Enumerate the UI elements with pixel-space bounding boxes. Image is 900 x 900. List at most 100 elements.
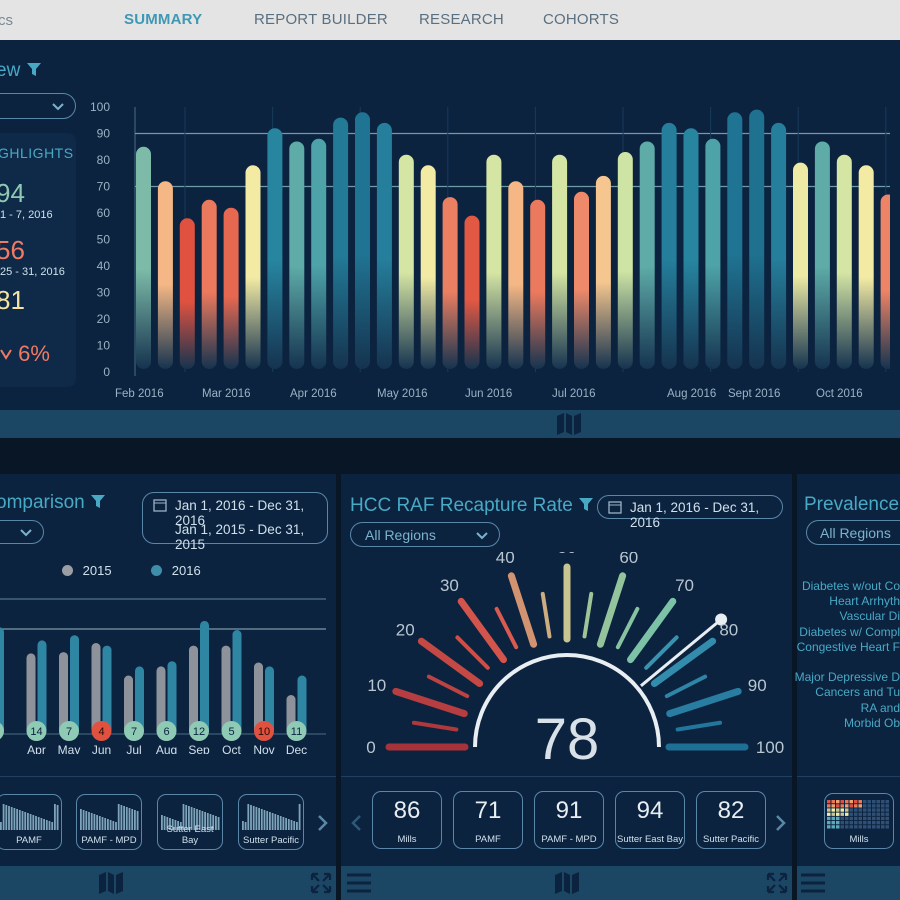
bar-2016[interactable] bbox=[102, 645, 112, 734]
prevalence-item[interactable]: Diabetes w/ Compl bbox=[799, 624, 900, 639]
hcc-card-sutter-east-bay[interactable]: 94 Sutter East Bay bbox=[615, 791, 685, 849]
overview-bar[interactable] bbox=[486, 154, 502, 369]
overview-bar[interactable] bbox=[245, 165, 261, 369]
overview-bar[interactable] bbox=[223, 207, 239, 369]
tab-research[interactable]: RESEARCH bbox=[419, 11, 504, 28]
hcc-date-range[interactable]: Jan 1, 2016 - Dec 31, 2016 bbox=[597, 495, 783, 530]
overview-bar[interactable] bbox=[420, 165, 436, 369]
overview-bar[interactable] bbox=[814, 141, 830, 369]
overview-bar[interactable] bbox=[858, 165, 874, 369]
hcc-card-sutter-pacific[interactable]: 82 Sutter Pacific bbox=[696, 791, 766, 849]
comparison-mini-sutter-east-bay[interactable]: Sutter East Bay bbox=[157, 794, 223, 850]
filter-icon[interactable] bbox=[90, 494, 106, 509]
y-tick-label: 80 bbox=[97, 153, 111, 167]
bar-2016[interactable] bbox=[37, 640, 47, 734]
overview-bar[interactable] bbox=[179, 218, 195, 369]
tab-report-builder[interactable]: REPORT BUILDER bbox=[254, 11, 388, 28]
overview-bar[interactable] bbox=[639, 141, 655, 369]
bar-2016[interactable] bbox=[265, 666, 274, 734]
heat-cell bbox=[863, 808, 867, 812]
bar-2015[interactable] bbox=[156, 666, 166, 734]
overview-bar[interactable] bbox=[617, 152, 633, 369]
bar-2016[interactable] bbox=[167, 661, 177, 734]
comparison-mini-pamf[interactable]: PAMF bbox=[0, 794, 62, 850]
prevalence-mini-mills[interactable]: Mills bbox=[824, 793, 894, 849]
bar-2016[interactable] bbox=[200, 620, 209, 734]
overview-bar[interactable] bbox=[530, 199, 546, 369]
overview-bar[interactable] bbox=[464, 215, 480, 369]
bar-2015[interactable] bbox=[124, 675, 133, 735]
tab-summary[interactable]: SUMMARY bbox=[124, 11, 203, 28]
hcc-region-select[interactable]: All Regions bbox=[350, 522, 500, 547]
overview-bar[interactable] bbox=[376, 122, 392, 370]
overview-bar[interactable] bbox=[311, 138, 327, 369]
comparison-date-range[interactable]: Jan 1, 2016 - Dec 31, 2016 Jan 1, 2015 -… bbox=[142, 492, 328, 552]
bar-2015[interactable] bbox=[59, 652, 68, 734]
overview-bar[interactable] bbox=[442, 197, 458, 369]
chevron-right-icon[interactable] bbox=[775, 814, 787, 832]
bar-2015[interactable] bbox=[189, 645, 198, 734]
bar-2016[interactable] bbox=[0, 627, 4, 734]
bar-2015[interactable] bbox=[221, 645, 231, 734]
overview-bar[interactable] bbox=[727, 112, 743, 370]
overview-bar[interactable] bbox=[398, 154, 414, 369]
prevalence-item[interactable]: RA and bbox=[860, 700, 900, 715]
prevalence-item[interactable]: Cancers and Tu bbox=[815, 685, 900, 700]
overview-bar[interactable] bbox=[201, 199, 217, 369]
comparison-mini-pamf-mpd[interactable]: PAMF - MPD bbox=[76, 794, 142, 850]
menu-icon[interactable] bbox=[800, 872, 826, 894]
tab-cohorts[interactable]: COHORTS bbox=[543, 11, 620, 28]
hcc-card-mills[interactable]: 86 Mills bbox=[372, 791, 442, 849]
overview-bar[interactable] bbox=[355, 112, 370, 370]
filter-icon[interactable] bbox=[578, 497, 594, 512]
prevalence-item[interactable]: Morbid Ob bbox=[843, 715, 900, 730]
prevalence-item[interactable]: Major Depressive D bbox=[794, 670, 900, 685]
overview-bar[interactable] bbox=[749, 109, 765, 370]
heat-cell bbox=[854, 800, 858, 804]
hcc-card-pamf-mpd[interactable]: 91 PAMF - MPD bbox=[534, 791, 604, 849]
bar-2015[interactable] bbox=[26, 653, 36, 734]
prevalence-item[interactable]: Vascular Di bbox=[839, 609, 900, 624]
bar-2016[interactable] bbox=[232, 630, 242, 734]
map-icon[interactable] bbox=[98, 871, 124, 895]
bar-2015[interactable] bbox=[91, 643, 101, 734]
overview-bar[interactable] bbox=[661, 122, 677, 370]
overview-filter-select[interactable] bbox=[0, 93, 76, 119]
overview-bar[interactable] bbox=[574, 191, 589, 369]
overview-bar[interactable] bbox=[289, 141, 305, 369]
overview-bar[interactable] bbox=[771, 122, 787, 370]
chevron-right-icon[interactable] bbox=[317, 814, 329, 832]
overview-bar[interactable] bbox=[552, 154, 568, 369]
overview-bar[interactable] bbox=[136, 146, 151, 369]
chevron-left-icon[interactable] bbox=[350, 814, 362, 832]
overview-bar[interactable] bbox=[157, 181, 173, 369]
overview-bar[interactable] bbox=[836, 154, 852, 369]
overview-bar[interactable] bbox=[705, 138, 721, 369]
overview-bar[interactable] bbox=[880, 194, 890, 369]
comparison-mini-sutter-pacific[interactable]: Sutter Pacific bbox=[238, 794, 304, 850]
bar-2016[interactable] bbox=[297, 675, 307, 735]
overview-bar[interactable] bbox=[793, 162, 808, 369]
expand-icon[interactable] bbox=[766, 872, 788, 894]
prevalence-item[interactable]: Diabetes w/out Co bbox=[801, 579, 900, 593]
map-icon[interactable] bbox=[556, 412, 582, 436]
bar-2016[interactable] bbox=[135, 666, 144, 734]
overview-bar[interactable] bbox=[683, 128, 699, 369]
gauge-segment bbox=[457, 597, 508, 664]
overview-bar[interactable] bbox=[595, 175, 611, 369]
menu-icon[interactable] bbox=[346, 872, 372, 894]
prevalence-item[interactable]: Congestive Heart F bbox=[796, 639, 900, 654]
overview-bar[interactable] bbox=[508, 181, 524, 369]
overview-bar[interactable] bbox=[333, 117, 349, 369]
prevalence-region-select[interactable]: All Regions bbox=[806, 520, 900, 545]
bar-2015[interactable] bbox=[254, 662, 263, 735]
hcc-card-pamf[interactable]: 71 PAMF bbox=[453, 791, 523, 849]
prevalence-item[interactable]: Heart Arrhyth bbox=[829, 594, 900, 609]
overview-bar-chart: 0 10 20 30 40 50 60 70 80 90 100 Feb 2016 Mar 2016 Ap… bbox=[90, 100, 890, 400]
map-icon[interactable] bbox=[554, 871, 580, 895]
comparison-region-select[interactable] bbox=[0, 520, 44, 544]
bar-2016[interactable] bbox=[70, 635, 79, 734]
expand-icon[interactable] bbox=[310, 872, 332, 894]
filter-icon[interactable] bbox=[26, 62, 42, 77]
overview-bar[interactable] bbox=[267, 128, 283, 369]
